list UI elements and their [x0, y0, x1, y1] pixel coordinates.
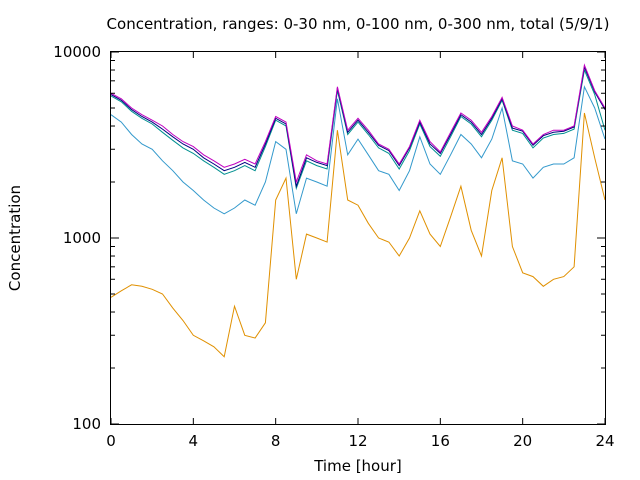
y-axis-label: Concentration — [6, 185, 24, 291]
series-line-4 — [110, 85, 606, 215]
x-tick-label: 8 — [271, 432, 281, 450]
x-tick-label: 20 — [513, 432, 532, 450]
plot-frame — [110, 51, 606, 425]
series-line-1 — [110, 63, 606, 184]
y-tick-label: 1000 — [63, 229, 101, 247]
y-tick-label: 10000 — [53, 43, 101, 61]
ticks-layer: 0 4 8 12 16 20 24 100 1000 10000 — [53, 43, 614, 450]
series-line-5 — [110, 112, 606, 358]
x-axis-label: Time [hour] — [313, 457, 402, 475]
x-tick-label: 12 — [348, 432, 367, 450]
y-tick-label: 100 — [72, 415, 101, 433]
series-layer — [110, 63, 606, 358]
series-line-2 — [110, 65, 606, 189]
series-line-3 — [110, 68, 606, 191]
x-tick-label: 4 — [189, 432, 199, 450]
chart-title: Concentration, ranges: 0-30 nm, 0-100 nm… — [107, 15, 610, 33]
x-tick-label: 24 — [595, 432, 614, 450]
x-tick-label: 0 — [106, 432, 116, 450]
x-tick-label: 16 — [431, 432, 450, 450]
